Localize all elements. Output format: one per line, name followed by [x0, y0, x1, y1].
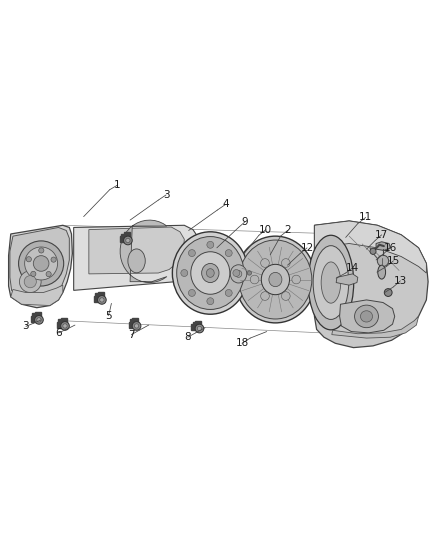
Circle shape — [207, 298, 214, 305]
Circle shape — [195, 324, 204, 333]
Ellipse shape — [239, 240, 312, 319]
Circle shape — [132, 321, 141, 330]
Circle shape — [225, 249, 232, 256]
Circle shape — [18, 241, 64, 286]
Circle shape — [33, 256, 49, 271]
Polygon shape — [314, 221, 426, 273]
Circle shape — [282, 292, 290, 301]
Ellipse shape — [226, 261, 251, 287]
Circle shape — [51, 257, 56, 262]
Text: 17: 17 — [375, 230, 389, 240]
Polygon shape — [74, 225, 197, 290]
Circle shape — [282, 259, 290, 268]
Circle shape — [250, 275, 259, 284]
Polygon shape — [314, 221, 428, 348]
Circle shape — [370, 248, 376, 254]
Polygon shape — [11, 285, 63, 305]
Ellipse shape — [355, 305, 378, 328]
Circle shape — [39, 248, 44, 253]
Polygon shape — [339, 300, 395, 333]
Circle shape — [261, 292, 269, 301]
Text: 4: 4 — [222, 199, 229, 209]
Circle shape — [292, 275, 300, 284]
Ellipse shape — [321, 262, 341, 303]
Circle shape — [233, 270, 240, 277]
Ellipse shape — [308, 235, 354, 330]
Circle shape — [197, 326, 201, 330]
Polygon shape — [376, 242, 390, 251]
Text: 8: 8 — [184, 332, 191, 342]
Ellipse shape — [201, 263, 219, 282]
Text: 14: 14 — [346, 263, 359, 273]
Circle shape — [100, 298, 104, 302]
Text: 12: 12 — [300, 243, 314, 253]
Circle shape — [24, 276, 36, 288]
Circle shape — [188, 249, 195, 256]
Circle shape — [25, 247, 58, 280]
Ellipse shape — [230, 265, 247, 283]
Ellipse shape — [313, 246, 349, 319]
Text: 7: 7 — [128, 329, 134, 340]
Ellipse shape — [191, 252, 230, 294]
Text: 3: 3 — [23, 321, 29, 332]
Ellipse shape — [206, 269, 214, 277]
Text: 16: 16 — [384, 243, 397, 253]
Ellipse shape — [378, 265, 385, 279]
Ellipse shape — [269, 272, 282, 287]
Ellipse shape — [235, 270, 242, 277]
Circle shape — [37, 318, 41, 322]
Text: 18: 18 — [235, 338, 249, 348]
Polygon shape — [10, 228, 69, 300]
Ellipse shape — [128, 249, 145, 273]
Polygon shape — [9, 225, 72, 308]
Text: 6: 6 — [55, 328, 62, 338]
Circle shape — [134, 324, 139, 328]
Text: 10: 10 — [259, 224, 272, 235]
Polygon shape — [89, 227, 184, 274]
Circle shape — [46, 271, 51, 277]
Ellipse shape — [261, 264, 290, 295]
Circle shape — [188, 289, 195, 296]
Text: 2: 2 — [284, 225, 291, 236]
Circle shape — [247, 271, 251, 275]
Circle shape — [124, 236, 132, 245]
Circle shape — [35, 316, 43, 324]
Text: 5: 5 — [105, 311, 112, 320]
Text: 1: 1 — [114, 180, 120, 190]
Circle shape — [19, 271, 41, 293]
Circle shape — [384, 289, 392, 296]
Circle shape — [225, 289, 232, 296]
Circle shape — [207, 241, 214, 248]
Circle shape — [26, 257, 32, 262]
Text: 15: 15 — [387, 256, 400, 266]
Text: 9: 9 — [242, 217, 248, 227]
Ellipse shape — [177, 237, 244, 310]
Polygon shape — [120, 220, 167, 282]
Ellipse shape — [173, 232, 248, 314]
Ellipse shape — [235, 236, 315, 323]
Circle shape — [63, 324, 67, 328]
Text: 11: 11 — [359, 213, 372, 222]
Circle shape — [261, 259, 269, 268]
Text: 13: 13 — [394, 276, 407, 286]
Ellipse shape — [360, 311, 373, 322]
Circle shape — [378, 255, 389, 266]
Circle shape — [98, 296, 106, 304]
Text: 3: 3 — [163, 190, 170, 200]
Circle shape — [31, 271, 36, 277]
Circle shape — [181, 270, 188, 277]
Polygon shape — [336, 274, 358, 285]
Circle shape — [60, 321, 69, 330]
Circle shape — [126, 238, 130, 243]
Polygon shape — [332, 317, 419, 338]
